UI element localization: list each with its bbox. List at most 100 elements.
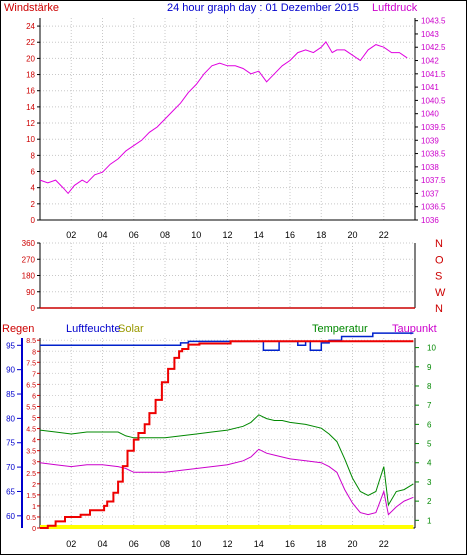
regen-tick-label: 0 [32,526,36,533]
windstaerke-tick-label: 10 [26,135,35,144]
x-tick-label: 12 [222,230,232,240]
temperatur-tick-label: 6 [427,420,432,429]
graph-title: 24 hour graph day : 01 Dezember 2015 [167,2,359,14]
luftdruck-tick-label: 1043.5 [421,17,446,26]
compass-label: N [435,238,443,250]
temperatur-tick-label: 4 [427,459,432,468]
direction-degree-label: 180 [22,272,36,281]
luftdruck-line [39,41,408,195]
compass-label: W [435,287,446,299]
x-tick-label: 18 [316,230,326,240]
x-tick-label: 16 [285,230,295,240]
bottom-panel: Regen Luftfeuchte Solar Temperatur Taupu… [2,323,437,549]
luftfeuchte-ticks: 60 65 70 75 80 85 90 95 [6,341,22,521]
windstaerke-tick-label: 6 [31,168,36,177]
luftfeuchte-tick-label: 60 [6,512,15,521]
top-x-ticks: 02 04 06 08 10 12 14 16 18 20 22 [66,230,389,240]
regen-label: Regen [2,323,34,335]
regen-tick-label: 5.5 [26,404,36,411]
windstaerke-tick-label: 0 [31,216,36,225]
luftfeuchte-tick-label: 75 [6,439,15,448]
regen-line [40,340,414,529]
regen-tick-label: 3.5 [26,449,36,456]
regen-tick-label: 2.5 [26,471,36,478]
temperatur-tick-label: 9 [427,363,432,372]
windstaerke-tick-label: 24 [26,22,35,31]
taupunkt-line [39,448,414,516]
luftdruck-tick-label: 1041 [421,83,439,92]
top-right-ticks: 1036 1036.5 1037 1037.5 1038 1038.5 1039 1039.5… [415,17,446,225]
regen-tick-label: 7 [32,371,36,378]
bottom-x-ticks: 02 04 06 08 10 12 14 16 18 20 22 [66,539,389,549]
regen-tick-label: 8 [32,349,36,356]
temperatur-tick-label: 3 [427,478,432,487]
regen-tick-label: 3 [32,460,36,467]
regen-ticks: 0 0.5 1 1.5 2 2.5 3 3.5 4 4.5 5 5.5 6 6.5 7 7.5 8 8.5 [26,338,40,533]
middle-grid [40,242,415,309]
direction-degree-label: 90 [26,288,35,297]
luftdruck-tick-label: 1038.5 [421,150,446,159]
x-tick-label: 10 [191,539,201,549]
regen-tick-label: 6.5 [26,382,36,389]
luftfeuchte-label: Luftfeuchte [66,323,120,335]
luftfeuchte-tick-label: 85 [6,390,15,399]
windstaerke-label: Windstärke [4,2,59,14]
regen-tick-label: 7.5 [26,360,36,367]
temperatur-ticks: 1 2 3 4 5 6 7 8 9 10 [415,344,436,525]
direction-degree-label: 270 [22,255,36,264]
x-tick-label: 22 [379,230,389,240]
windstaerke-tick-label: 22 [26,38,35,47]
direction-degree-label: 360 [22,239,36,248]
luftdruck-tick-label: 1036 [421,216,439,225]
x-tick-label: 04 [97,230,107,240]
taupunkt-label: Taupunkt [392,323,437,335]
temperatur-tick-label: 10 [427,344,436,353]
middle-left-ticks: 0 90 180 270 360 [22,239,40,313]
x-tick-label: 08 [160,230,170,240]
x-tick-label: 16 [285,539,295,549]
x-tick-label: 08 [160,539,170,549]
luftfeuchte-tick-label: 95 [6,341,15,350]
compass-label: N [435,303,443,315]
luftdruck-tick-label: 1043 [421,30,439,39]
luftfeuchte-tick-label: 80 [6,414,15,423]
regen-tick-label: 2 [32,482,36,489]
x-tick-label: 06 [129,539,139,549]
luftdruck-tick-label: 1039 [421,136,439,145]
windstaerke-tick-label: 4 [31,184,36,193]
windstaerke-tick-label: 16 [26,87,35,96]
x-tick-label: 10 [191,230,201,240]
x-tick-label: 22 [379,539,389,549]
temperatur-tick-label: 2 [427,497,432,506]
windstaerke-tick-label: 14 [26,103,35,112]
regen-tick-label: 5 [32,416,36,423]
x-tick-label: 18 [316,539,326,549]
x-tick-label: 02 [66,539,76,549]
luftdruck-tick-label: 1039.5 [421,123,446,132]
temperatur-line [39,414,414,507]
luftdruck-tick-label: 1040.5 [421,96,446,105]
bottom-grid [40,338,415,529]
luftdruck-label: Luftdruck [372,2,418,14]
compass-label: S [435,271,442,283]
luftfeuchte-tick-label: 90 [6,366,15,375]
windstaerke-tick-label: 12 [26,119,35,128]
regen-tick-label: 1 [32,504,36,511]
temperatur-tick-label: 1 [427,516,432,525]
temperatur-tick-label: 7 [427,401,432,410]
solar-label: Solar [118,323,144,335]
luftfeuchte-tick-label: 70 [6,463,15,472]
regen-tick-label: 1.5 [26,493,36,500]
x-tick-label: 12 [222,539,232,549]
temperatur-tick-label: 8 [427,382,432,391]
top-grid [40,18,415,221]
temperatur-label: Temperatur [312,323,368,335]
x-tick-label: 02 [66,230,76,240]
luftdruck-tick-label: 1038 [421,163,439,172]
luftdruck-tick-label: 1037.5 [421,176,446,185]
